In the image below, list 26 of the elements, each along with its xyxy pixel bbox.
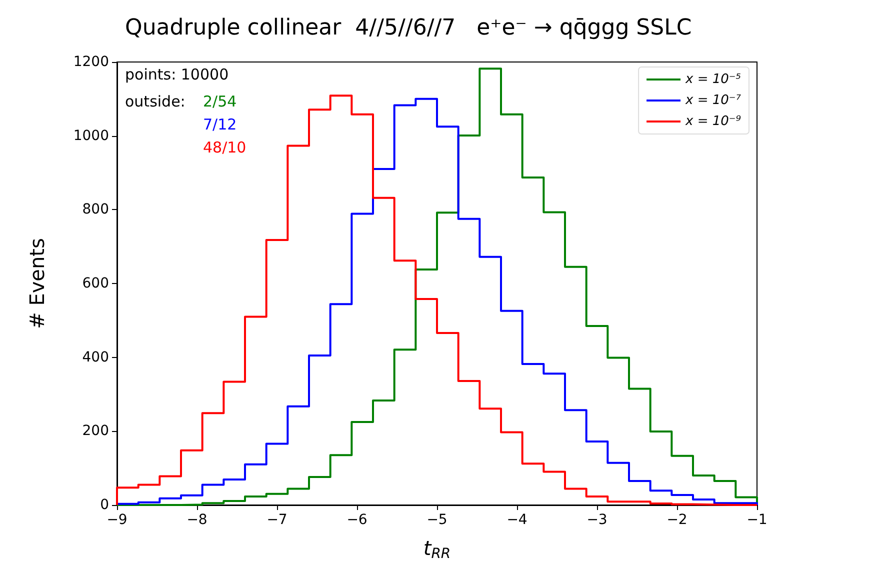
x-tick-label: −4 (506, 512, 528, 528)
y-tick-label: 1200 (73, 54, 109, 70)
y-axis-title: # Events (25, 238, 49, 329)
legend-label: x = 10⁻⁷ (684, 93, 742, 108)
x-tick-label: −1 (746, 512, 768, 528)
x-tick-label: −7 (266, 512, 288, 528)
x-tick-label: −5 (426, 512, 448, 528)
annotation: 2/54 (203, 92, 237, 110)
annotation: 48/10 (203, 138, 246, 156)
y-tick-label: 600 (82, 276, 109, 292)
y-tick-label: 400 (82, 349, 109, 366)
y-tick-label: 0 (100, 497, 109, 513)
annotation: 7/12 (203, 116, 237, 134)
x-tick-label: −9 (106, 512, 128, 528)
y-tick-label: 800 (82, 202, 109, 218)
annotation: points: 10000 (125, 66, 229, 84)
legend-label: x = 10⁻⁹ (684, 114, 742, 129)
y-tick-label: 200 (82, 423, 109, 440)
chart-title: Quadruple collinear 4//5//6//7 e⁺e⁻ → qq̄ggg SSLC (125, 16, 692, 40)
y-tick-label: 1000 (73, 128, 109, 144)
x-tick-label: −6 (346, 512, 368, 528)
legend-label: x = 10⁻⁵ (684, 72, 742, 87)
x-tick-label: −8 (186, 512, 208, 528)
annotation: outside: (125, 92, 186, 110)
x-tick-label: −2 (666, 512, 688, 528)
x-tick-label: −3 (586, 512, 608, 528)
